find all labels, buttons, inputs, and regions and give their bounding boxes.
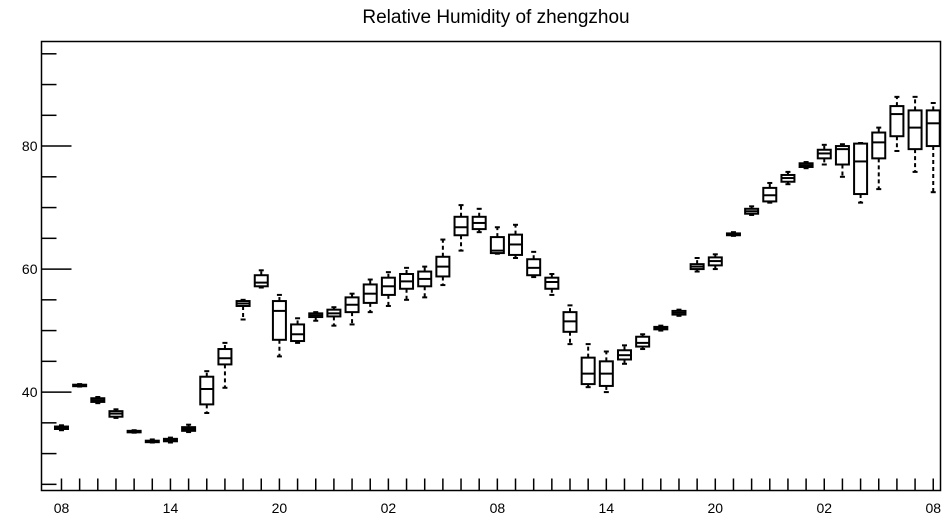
interquartile-box: [217, 348, 233, 366]
x-tick-label: 14: [163, 500, 179, 516]
box-plot: [308, 311, 324, 322]
box-plot: [907, 95, 923, 173]
box-plot: [508, 223, 524, 260]
box-plot: [762, 181, 778, 204]
interquartile-box: [253, 274, 269, 288]
box-plot: [290, 317, 306, 344]
x-tick-label: 14: [599, 500, 615, 516]
box-plot: [199, 370, 215, 415]
interquartile-box: [199, 375, 215, 406]
interquartile-box: [290, 323, 306, 343]
box-plot: [217, 341, 233, 389]
box-plot: [653, 324, 669, 332]
box-plot: [925, 102, 941, 194]
box-plot: [362, 278, 378, 314]
box-plot: [453, 204, 469, 252]
box-plot: [816, 143, 832, 166]
interquartile-box: [889, 105, 905, 138]
interquartile-box: [834, 145, 850, 166]
box-plot: [580, 343, 596, 389]
box-plot: [53, 424, 69, 432]
box-plot: [489, 226, 505, 255]
x-tick-label: 08: [925, 500, 941, 516]
box-plot: [889, 95, 905, 152]
interquartile-box: [635, 335, 651, 348]
interquartile-box: [453, 215, 469, 237]
box-plot: [562, 304, 578, 346]
interquartile-box: [907, 109, 923, 151]
box-plot: [344, 292, 360, 326]
interquartile-box: [853, 142, 869, 196]
box-plot: [326, 306, 342, 327]
box-plot: [399, 266, 415, 301]
box-plot: [871, 126, 887, 191]
box-plot: [725, 231, 741, 237]
box-plot: [108, 408, 124, 419]
interquartile-box: [925, 109, 941, 148]
interquartile-box: [271, 300, 287, 341]
box-plot: [253, 269, 269, 289]
y-tick-label: 40: [22, 384, 38, 400]
interquartile-box: [871, 131, 887, 160]
interquartile-box: [544, 276, 560, 290]
box-plot: [181, 423, 197, 434]
plot-frame: [40, 40, 942, 492]
box-plot: [72, 383, 88, 388]
x-tick-label: 08: [490, 500, 506, 516]
x-tick-label: 20: [272, 500, 288, 516]
axis-ticks: [41, 53, 934, 491]
interquartile-box: [580, 356, 596, 386]
box-plot: [689, 257, 705, 273]
y-tick-label: 80: [22, 138, 38, 154]
box-plot: [526, 250, 542, 279]
y-tick-label: 60: [22, 261, 38, 277]
box-plot: [271, 293, 287, 358]
x-tick-label: 02: [381, 500, 397, 516]
box-plot: [417, 265, 433, 299]
box-plot: [616, 344, 632, 365]
box-plot: [471, 207, 487, 234]
chart-title: Relative Humidity of zhengzhou: [362, 7, 629, 28]
box-plot: [798, 161, 814, 170]
box-series: [53, 95, 941, 444]
box-plot: [144, 438, 160, 444]
box-plot: [544, 272, 560, 296]
box-plot: [126, 429, 142, 434]
box-plot: [90, 396, 106, 405]
box-plot: [635, 333, 651, 351]
box-plot: [435, 238, 451, 287]
x-tick-label: 20: [708, 500, 724, 516]
box-plot: [380, 271, 396, 307]
box-plot: [834, 143, 850, 178]
box-plot: [671, 308, 687, 317]
box-plot: [598, 350, 614, 394]
box-plot: [853, 141, 869, 204]
x-tick-label: 02: [816, 500, 832, 516]
box-plot: [780, 170, 796, 186]
x-tick-label: 08: [54, 500, 70, 516]
axis-tick-labels: 40 60 80 08 14 20 02 08 14 20 02 08: [22, 138, 941, 516]
interquartile-box: [489, 236, 505, 255]
box-plot: [744, 205, 760, 216]
box-plot: [235, 298, 251, 321]
box-plot: [707, 253, 723, 271]
box-plot: [162, 436, 178, 444]
